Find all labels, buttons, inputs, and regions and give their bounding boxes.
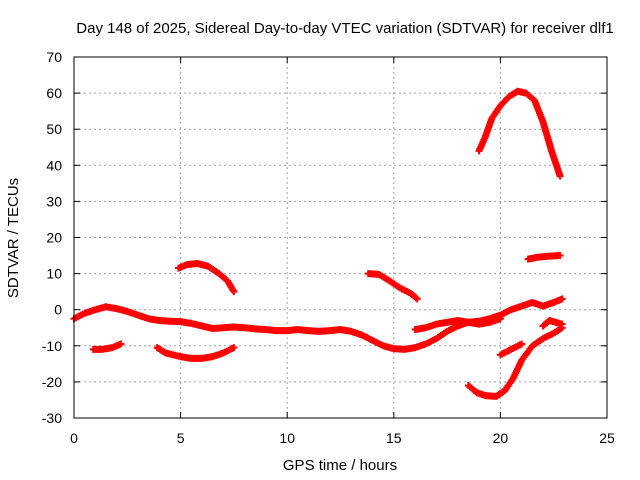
series-segment-c [89,340,125,353]
data-point [556,252,564,260]
data-point [556,172,564,180]
y-tick-label: -20 [42,374,62,390]
series-segment-j [524,252,564,263]
data-point [230,288,238,296]
y-tick-label: 30 [46,193,62,209]
data-point [496,315,504,323]
x-axis-ticks: 0 5 10 15 20 25 [70,57,615,446]
x-tick-label: 25 [599,430,615,446]
x-tick-label: 10 [279,430,295,446]
y-tick-label: 40 [46,157,62,173]
data-point [518,340,526,348]
data-point [558,295,566,303]
data-marks [70,87,566,400]
y-tick-label: 0 [54,302,62,318]
series-segment-b [411,315,504,334]
series-segment-h [496,340,526,359]
data-point [413,295,421,303]
series-segment-f [364,270,421,303]
y-tick-label: 20 [46,230,62,246]
data-point [117,340,125,348]
y-axis-label: SDTVAR / TECUs [5,178,22,298]
series-segment-e [174,259,238,296]
x-tick-label: 20 [493,430,509,446]
x-tick-label: 5 [177,430,185,446]
data-point [412,294,420,302]
data-point [558,320,566,328]
x-tick-label: 0 [70,430,78,446]
series-segment-g [464,324,566,400]
x-tick-label: 15 [386,430,402,446]
series-segment-d [153,344,238,362]
x-axis-label: GPS time / hours [283,457,397,474]
y-tick-label: 10 [46,266,62,282]
series-segment-k [475,87,564,180]
grid [74,57,607,418]
chart-title: Day 148 of 2025, Sidereal Day-to-day VTE… [76,20,613,37]
y-tick-label: 60 [46,85,62,101]
data-point [230,344,238,352]
y-axis-ticks: -30 -20 -10 0 10 20 30 40 50 60 70 [42,49,607,426]
y-tick-label: 70 [46,49,62,65]
y-tick-label: 50 [46,121,62,137]
y-tick-label: -30 [42,410,62,426]
series-segment-i [539,317,566,330]
y-tick-label: -10 [42,338,62,354]
